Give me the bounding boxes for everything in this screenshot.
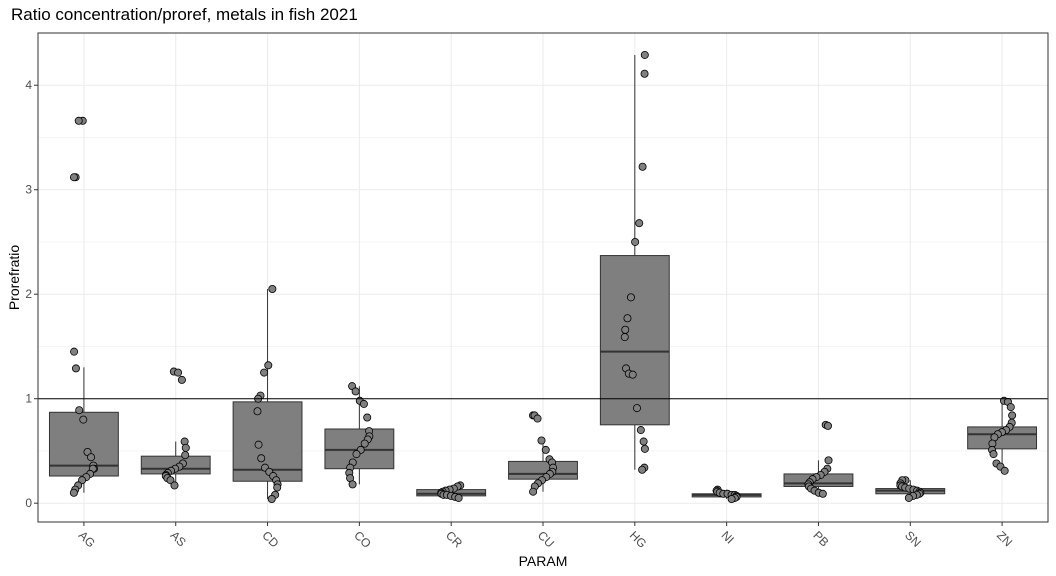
x-tick-label-ag: AG: [76, 528, 98, 550]
x-tick-label-hg: HG: [627, 528, 650, 551]
data-point-zn: [989, 450, 998, 459]
y-tick-label: 1: [25, 392, 32, 406]
data-point-ag: [74, 116, 83, 125]
data-point-hg: [621, 325, 630, 334]
data-point-pb: [824, 456, 833, 465]
box-zn: [967, 426, 1038, 450]
data-point-cd: [267, 495, 276, 504]
data-point-as: [181, 443, 190, 452]
data-point-ag: [78, 476, 87, 485]
data-point-hg: [635, 219, 644, 228]
data-point-as: [166, 476, 175, 485]
data-point-cd: [257, 454, 266, 463]
y-tick-label: 0: [25, 496, 32, 510]
x-axis-label: PARAM: [519, 553, 568, 569]
x-tick-label-cu: CU: [535, 528, 557, 550]
data-point-ag: [87, 453, 96, 462]
data-point-sn: [904, 493, 913, 502]
data-point-as: [174, 368, 183, 377]
data-point-ag: [69, 488, 78, 497]
x-tick-label-cr: CR: [443, 528, 465, 550]
data-point-co: [351, 387, 360, 396]
data-point-cu: [529, 487, 538, 496]
data-point-pb: [818, 489, 827, 498]
x-tick-label-as: AS: [168, 528, 189, 549]
data-point-cd: [273, 483, 282, 492]
data-point-hg: [638, 465, 647, 474]
x-axis-ticks: AG AS CD CO CR CU HG NI PB SN ZN: [76, 522, 1015, 551]
data-point-cu: [537, 436, 546, 445]
x-tick-label-pb: PB: [810, 528, 831, 549]
x-tick-label-co: CO: [351, 528, 374, 551]
data-point-zn: [1000, 466, 1009, 475]
data-point-as: [170, 481, 179, 490]
data-point-zn: [1008, 411, 1017, 420]
chart-title: Ratio concentration/proref, metals in fi…: [11, 5, 358, 24]
y-axis-ticks: 0 1 2 3 4: [25, 78, 38, 510]
data-point-hg: [620, 333, 629, 342]
y-axis-label: Prorefratio: [6, 245, 22, 311]
data-point-cd: [268, 284, 277, 293]
y-tick-label: 2: [25, 287, 32, 301]
data-point-as: [177, 375, 186, 384]
data-point-co: [352, 450, 361, 459]
data-point-hg: [639, 437, 648, 446]
data-point-ag: [75, 406, 84, 415]
data-point-cu: [533, 414, 542, 423]
data-point-as: [181, 451, 190, 460]
data-point-hg: [626, 293, 635, 302]
data-point-pb: [823, 421, 832, 430]
data-point-cr: [454, 493, 463, 502]
x-tick-label-cd: CD: [259, 528, 281, 550]
x-tick-label-sn: SN: [902, 528, 924, 550]
data-point-hg: [640, 69, 649, 78]
data-point-cd: [264, 361, 273, 370]
data-point-cd: [260, 368, 269, 377]
data-point-co: [348, 480, 357, 489]
data-point-cu: [541, 445, 550, 454]
data-point-ni: [727, 495, 736, 504]
data-point-hg: [640, 50, 649, 59]
data-point-hg: [636, 426, 645, 435]
data-point-ag: [70, 347, 79, 356]
data-point-hg: [623, 314, 632, 323]
data-point-hg: [632, 404, 641, 413]
data-point-cd: [254, 440, 263, 449]
box-hg: [599, 255, 670, 426]
data-point-co: [360, 439, 369, 448]
data-point-co: [359, 399, 368, 408]
data-point-hg: [640, 444, 649, 453]
data-point-hg: [628, 370, 637, 379]
data-point-hg: [638, 162, 647, 171]
data-point-ag: [79, 415, 88, 424]
data-point-ag: [71, 364, 80, 373]
points-layer: [69, 50, 1017, 504]
x-tick-label-ni: NI: [719, 528, 737, 546]
data-point-zn: [1006, 403, 1015, 412]
data-point-hg: [631, 237, 640, 246]
x-tick-label-zn: ZN: [994, 528, 1015, 549]
data-point-ag: [69, 173, 78, 182]
data-point-cd: [253, 407, 262, 416]
data-point-co: [363, 413, 372, 422]
y-tick-label: 4: [25, 78, 32, 92]
y-tick-label: 3: [25, 183, 32, 197]
